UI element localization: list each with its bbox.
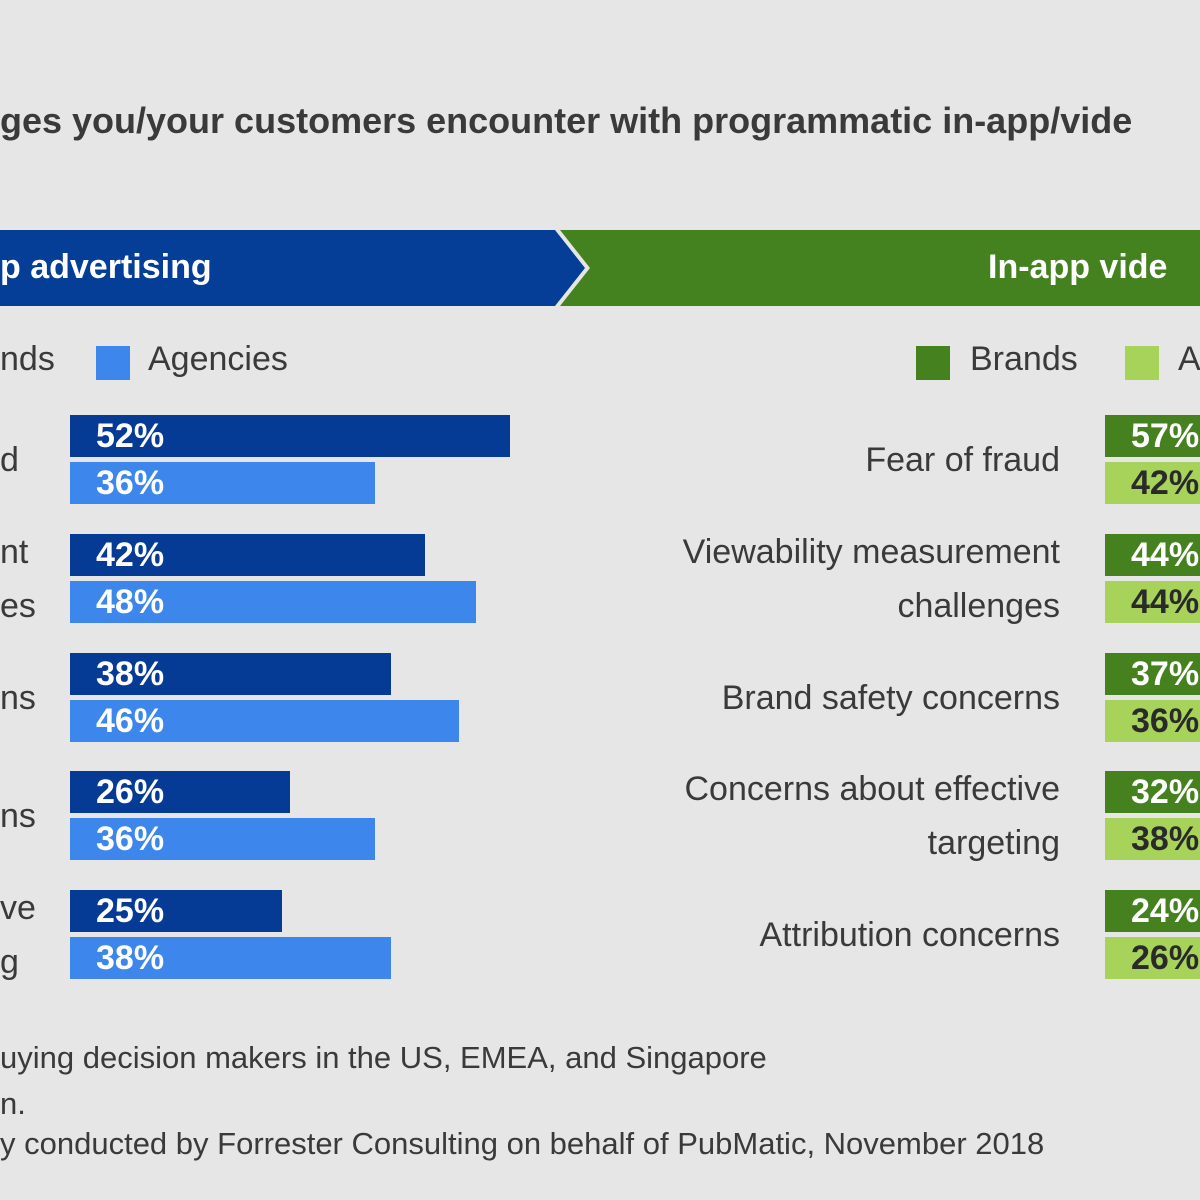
- bar-video-agencies: 26%: [1105, 937, 1200, 979]
- legend-video-brands-label: Brands: [970, 340, 1078, 378]
- bar-video-agencies: 38%: [1105, 818, 1200, 860]
- bar-video-brands: 37%: [1105, 653, 1200, 695]
- bar-video-brands: 44%: [1105, 534, 1200, 576]
- bar-app-agencies: 48%: [70, 581, 476, 623]
- bar-video-agencies: 42%: [1105, 462, 1200, 504]
- bar-app-agencies: 38%: [70, 937, 391, 979]
- video-category-label-line: challenges: [897, 587, 1060, 625]
- video-category-label: Viewability measurement challenges: [500, 525, 1060, 633]
- app-category-label: d: [0, 433, 40, 487]
- video-category-label-line: Concerns about effective: [684, 770, 1061, 808]
- bar-app-agencies: 46%: [70, 700, 459, 742]
- app-banner-title: p advertising: [0, 248, 212, 286]
- bar-app-brands: 42%: [70, 534, 425, 576]
- app-category-label: ns: [0, 789, 40, 843]
- video-category-label-line: targeting: [927, 824, 1060, 862]
- legend-video-agencies-swatch: [1125, 346, 1159, 380]
- app-category-label: ve g: [0, 881, 40, 989]
- video-category-label: Brand safety concerns: [500, 671, 1060, 725]
- bar-video-brands: 57%: [1105, 415, 1200, 457]
- app-category-label-line: nt: [0, 533, 29, 571]
- bar-app-brands: 52%: [70, 415, 510, 457]
- app-category-label: ns: [0, 671, 40, 725]
- question-title: ges you/your customers encounter with pr…: [0, 100, 1133, 141]
- bar-video-brands: 24%: [1105, 890, 1200, 932]
- bar-app-brands: 38%: [70, 653, 391, 695]
- app-category-label: nt es: [0, 525, 40, 633]
- bar-video-agencies: 44%: [1105, 581, 1200, 623]
- video-category-label: Attribution concerns: [500, 908, 1061, 962]
- bar-app-brands: 25%: [70, 890, 282, 932]
- legend-video-brands-swatch: [916, 346, 950, 380]
- app-category-label-line: g: [0, 943, 19, 981]
- video-category-label-line: Fear of fraud: [865, 441, 1060, 479]
- app-category-label-line: ve: [0, 889, 36, 927]
- video-category-label-line: Viewability measurement: [682, 533, 1060, 571]
- app-category-label-line: ns: [0, 679, 36, 717]
- video-category-label: Fear of fraud: [500, 433, 1060, 487]
- bar-app-agencies: 36%: [70, 462, 375, 504]
- video-category-label-line: Brand safety concerns: [721, 679, 1060, 717]
- video-category-label-line: Attribution concerns: [759, 916, 1061, 954]
- legend-video-agencies-label: A: [1178, 340, 1200, 378]
- bar-video-agencies: 36%: [1105, 700, 1200, 742]
- video-banner-title: In-app vide: [988, 248, 1168, 286]
- app-category-label-line: es: [0, 587, 36, 625]
- app-category-label-line: ns: [0, 797, 36, 835]
- footnote-source: y conducted by Forrester Consulting on b…: [0, 1126, 1045, 1161]
- bar-app-agencies: 36%: [70, 818, 375, 860]
- legend-app-agencies-swatch: [96, 346, 130, 380]
- legend-app-agencies-label: Agencies: [148, 340, 288, 378]
- footnote-base: uying decision makers in the US, EMEA, a…: [0, 1040, 767, 1075]
- bar-video-brands: 32%: [1105, 771, 1200, 813]
- app-category-label-line: d: [0, 441, 19, 479]
- footnote-note: n.: [0, 1086, 26, 1121]
- legend-app-brands-label: nds: [0, 340, 55, 378]
- video-category-label: Concerns about effective targeting: [500, 762, 1061, 870]
- bar-app-brands: 26%: [70, 771, 290, 813]
